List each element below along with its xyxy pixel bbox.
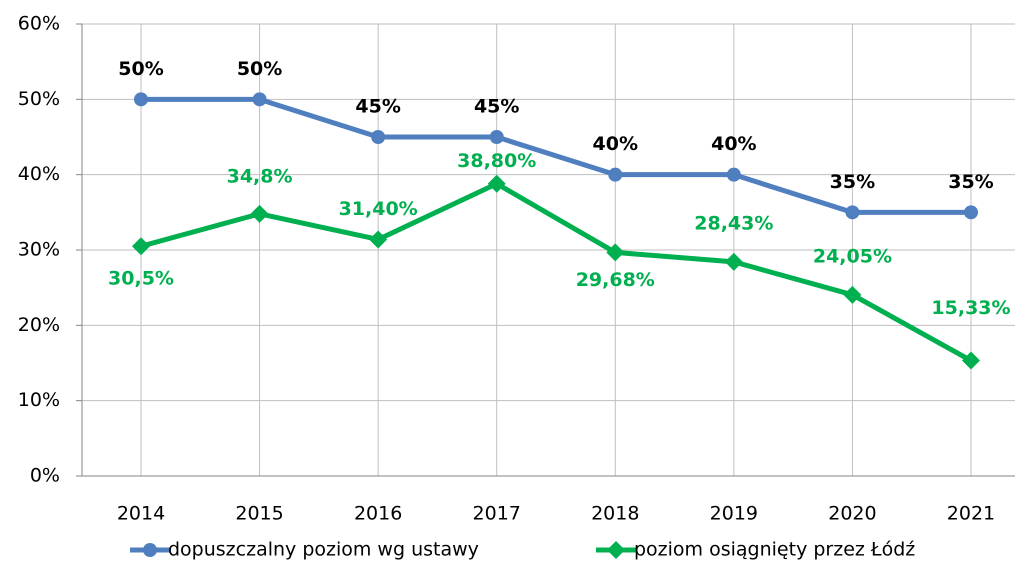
- x-tick-label: 2018: [591, 503, 639, 525]
- data-label: 40%: [711, 133, 756, 155]
- data-label: 38,80%: [457, 150, 536, 172]
- x-tick-label: 2019: [710, 503, 758, 525]
- x-tick-label: 2014: [117, 503, 165, 525]
- y-tick-label: 60%: [18, 13, 60, 35]
- point: [371, 130, 386, 144]
- series-line: [140, 181, 973, 363]
- point: [250, 204, 269, 223]
- point: [369, 230, 388, 249]
- data-label: 34,8%: [227, 165, 293, 187]
- point: [252, 92, 267, 107]
- data-label: 45%: [474, 96, 519, 118]
- point: [845, 205, 860, 220]
- point: [843, 285, 862, 304]
- data-label: 30,5%: [108, 268, 174, 290]
- y-tick-label: 30%: [18, 239, 60, 261]
- data-label: 50%: [118, 58, 163, 80]
- series-line: [141, 96, 971, 215]
- x-tick-label: 2017: [473, 503, 521, 525]
- data-label: 29,68%: [576, 269, 655, 291]
- point: [143, 543, 157, 557]
- point: [134, 92, 148, 107]
- point: [724, 252, 743, 271]
- legend-label: poziom osiągnięty przez Łódź: [634, 539, 915, 561]
- x-tick-label: 2015: [235, 503, 283, 525]
- y-tick-label: 0%: [30, 465, 60, 487]
- point: [487, 174, 506, 193]
- data-label: 50%: [237, 58, 282, 80]
- data-label: 15,33%: [931, 297, 1010, 319]
- data-label: 31,40%: [339, 198, 418, 220]
- y-tick-label: 50%: [18, 88, 60, 110]
- y-tick-label: 40%: [18, 163, 60, 185]
- data-label: 28,43%: [694, 212, 773, 234]
- legend-label: dopuszczalny poziom wg ustawy: [168, 539, 479, 561]
- data-label: 24,05%: [813, 245, 892, 267]
- data-label: 40%: [593, 133, 638, 155]
- data-label: 35%: [948, 171, 993, 193]
- point: [489, 130, 504, 144]
- point: [607, 541, 625, 559]
- x-tick-label: 2021: [947, 503, 995, 525]
- point: [963, 205, 978, 220]
- point: [606, 243, 625, 262]
- point: [132, 237, 150, 256]
- data-label: 35%: [830, 171, 875, 193]
- x-tick-label: 2020: [828, 503, 876, 525]
- y-tick-label: 20%: [18, 314, 60, 336]
- point: [608, 167, 623, 182]
- point: [726, 167, 741, 182]
- y-tick-label: 10%: [18, 389, 60, 411]
- data-label: 45%: [355, 96, 400, 118]
- x-tick-label: 2016: [354, 503, 402, 525]
- point: [961, 351, 980, 370]
